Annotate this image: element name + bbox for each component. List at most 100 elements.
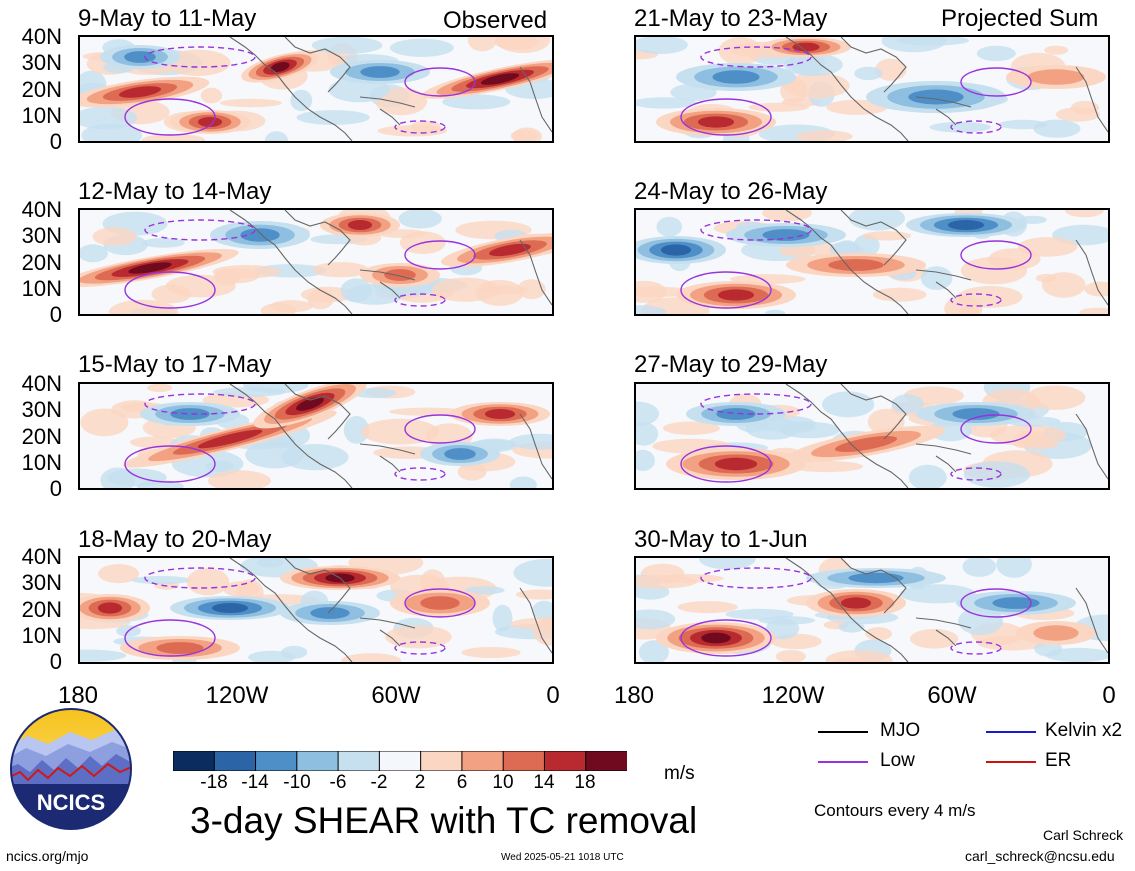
low-contour: [960, 240, 1032, 270]
colorbar-tick-label: 18: [574, 772, 596, 793]
low-contour-dashed: [394, 120, 446, 134]
y-tick-label: 20N: [21, 597, 62, 622]
low-contour-dashed: [144, 219, 256, 241]
low-contour: [960, 67, 1032, 97]
panel-title: 30-May to 1-Jun: [634, 526, 808, 553]
low-contour-dashed: [950, 293, 1002, 307]
low-contour-dashed: [394, 467, 446, 481]
shear-map-panel: [634, 556, 1110, 664]
colorbar-tick-label: 14: [533, 772, 555, 793]
x-tick-label: 0: [546, 682, 560, 709]
shear-field: [636, 558, 1108, 662]
ncics-logo: NCICS: [8, 706, 134, 832]
x-tick-label: 180: [57, 682, 99, 709]
low-contour-dashed: [700, 567, 812, 589]
low-legend-label: Low: [880, 750, 915, 771]
colorbar-swatch: [172, 750, 216, 772]
low-contour: [124, 619, 216, 657]
low-contour-dashed: [144, 567, 256, 589]
mjo-legend-label: MJO: [880, 720, 921, 741]
y-tick-label: 40N: [21, 197, 62, 222]
y-tick-label: 10N: [21, 623, 62, 648]
shear-field: [636, 37, 1108, 141]
colorbar-swatch: [337, 750, 381, 772]
logo-text: NCICS: [37, 790, 105, 815]
panel-title: 9-May to 11-May: [78, 5, 257, 32]
colorbar-tick-label: -14: [241, 772, 269, 793]
mjo-legend-line: [818, 731, 868, 733]
shear-map-panel: [78, 556, 554, 664]
y-tick-label: 30N: [21, 397, 62, 422]
low-contour-dashed: [700, 219, 812, 241]
colorbar-swatch: [296, 750, 340, 772]
y-tick-label: 20N: [21, 77, 62, 102]
coastline: [785, 37, 1108, 141]
low-legend-line: [818, 761, 868, 763]
colorbar-tick-label: 6: [456, 772, 468, 793]
x-tick-label: 0: [1102, 682, 1116, 709]
low-contour-dashed: [394, 641, 446, 655]
low-contour: [960, 588, 1032, 618]
low-contour: [124, 445, 216, 483]
low-contour: [680, 98, 772, 136]
colorbar-swatch: [543, 750, 587, 772]
shear-map-panel: [634, 382, 1110, 490]
x-tick-label: 60W: [927, 682, 977, 709]
x-tick-label: 60W: [371, 682, 421, 709]
y-tick-label: 10N: [21, 276, 62, 301]
low-contour-dashed: [950, 467, 1002, 481]
coastline: [229, 384, 552, 488]
main-title: 3-day SHEAR with TC removal: [190, 800, 698, 841]
shear-map-panel: [634, 208, 1110, 316]
y-tick-label: 30N: [21, 223, 62, 248]
shear-field: [636, 210, 1108, 314]
x-tick-label: 120W: [761, 682, 825, 709]
y-tick-label: 40N: [21, 544, 62, 569]
low-contour-dashed: [950, 641, 1002, 655]
y-tick-label: 40N: [21, 371, 62, 396]
low-contour-dashed: [394, 293, 446, 307]
colorbar-tick-label: -10: [283, 772, 311, 793]
footer-url[interactable]: ncics.org/mjo: [6, 848, 89, 864]
colorbar-swatches: [172, 750, 629, 772]
shear-field: [80, 558, 552, 662]
logo-icon: NCICS: [10, 708, 132, 830]
footer-timestamp: Wed 2025-05-21 1018 UTC: [501, 852, 624, 863]
shear-map-panel: [78, 208, 554, 316]
colorbar-swatch: [585, 750, 629, 772]
low-contour: [404, 414, 476, 444]
coastline: [229, 558, 552, 662]
low-contour-dashed: [144, 46, 256, 68]
colorbar-swatch: [502, 750, 546, 772]
low-contour: [680, 619, 772, 657]
colorbar-tick-label: -2: [370, 772, 388, 793]
coastline: [785, 558, 1108, 662]
colorbar-tick-label: 2: [414, 772, 426, 793]
x-tick-label: 120W: [205, 682, 269, 709]
low-contour: [404, 240, 476, 270]
panel-title: 12-May to 14-May: [78, 178, 272, 205]
y-tick-label: 0: [49, 476, 62, 501]
y-tick-label: 10N: [21, 450, 62, 475]
projected-sum-label: Projected Sum: [941, 5, 1099, 32]
low-contour: [124, 271, 216, 309]
kelvin-legend-label: Kelvin x2: [1045, 720, 1123, 741]
footer-email[interactable]: carl_schreck@ncsu.edu: [965, 848, 1115, 864]
y-tick-label: 20N: [21, 424, 62, 449]
panel-title: 18-May to 20-May: [78, 526, 272, 553]
contour-note: Contours every 4 m/s: [814, 801, 976, 820]
panel-title: 15-May to 17-May: [78, 351, 272, 378]
low-contour-dashed: [950, 120, 1002, 134]
er-legend-label: ER: [1045, 750, 1072, 771]
low-contour: [960, 414, 1032, 444]
footer-author: Carl Schreck: [1043, 827, 1124, 843]
low-contour-dashed: [144, 393, 256, 415]
observed-label: Observed: [443, 7, 548, 34]
y-tick-label: 40N: [21, 24, 62, 49]
low-contour: [680, 271, 772, 309]
low-contour-dashed: [700, 46, 812, 68]
low-contour: [404, 67, 476, 97]
y-tick-label: 0: [49, 302, 62, 327]
y-tick-label: 20N: [21, 250, 62, 275]
colorbar-swatch: [378, 750, 422, 772]
